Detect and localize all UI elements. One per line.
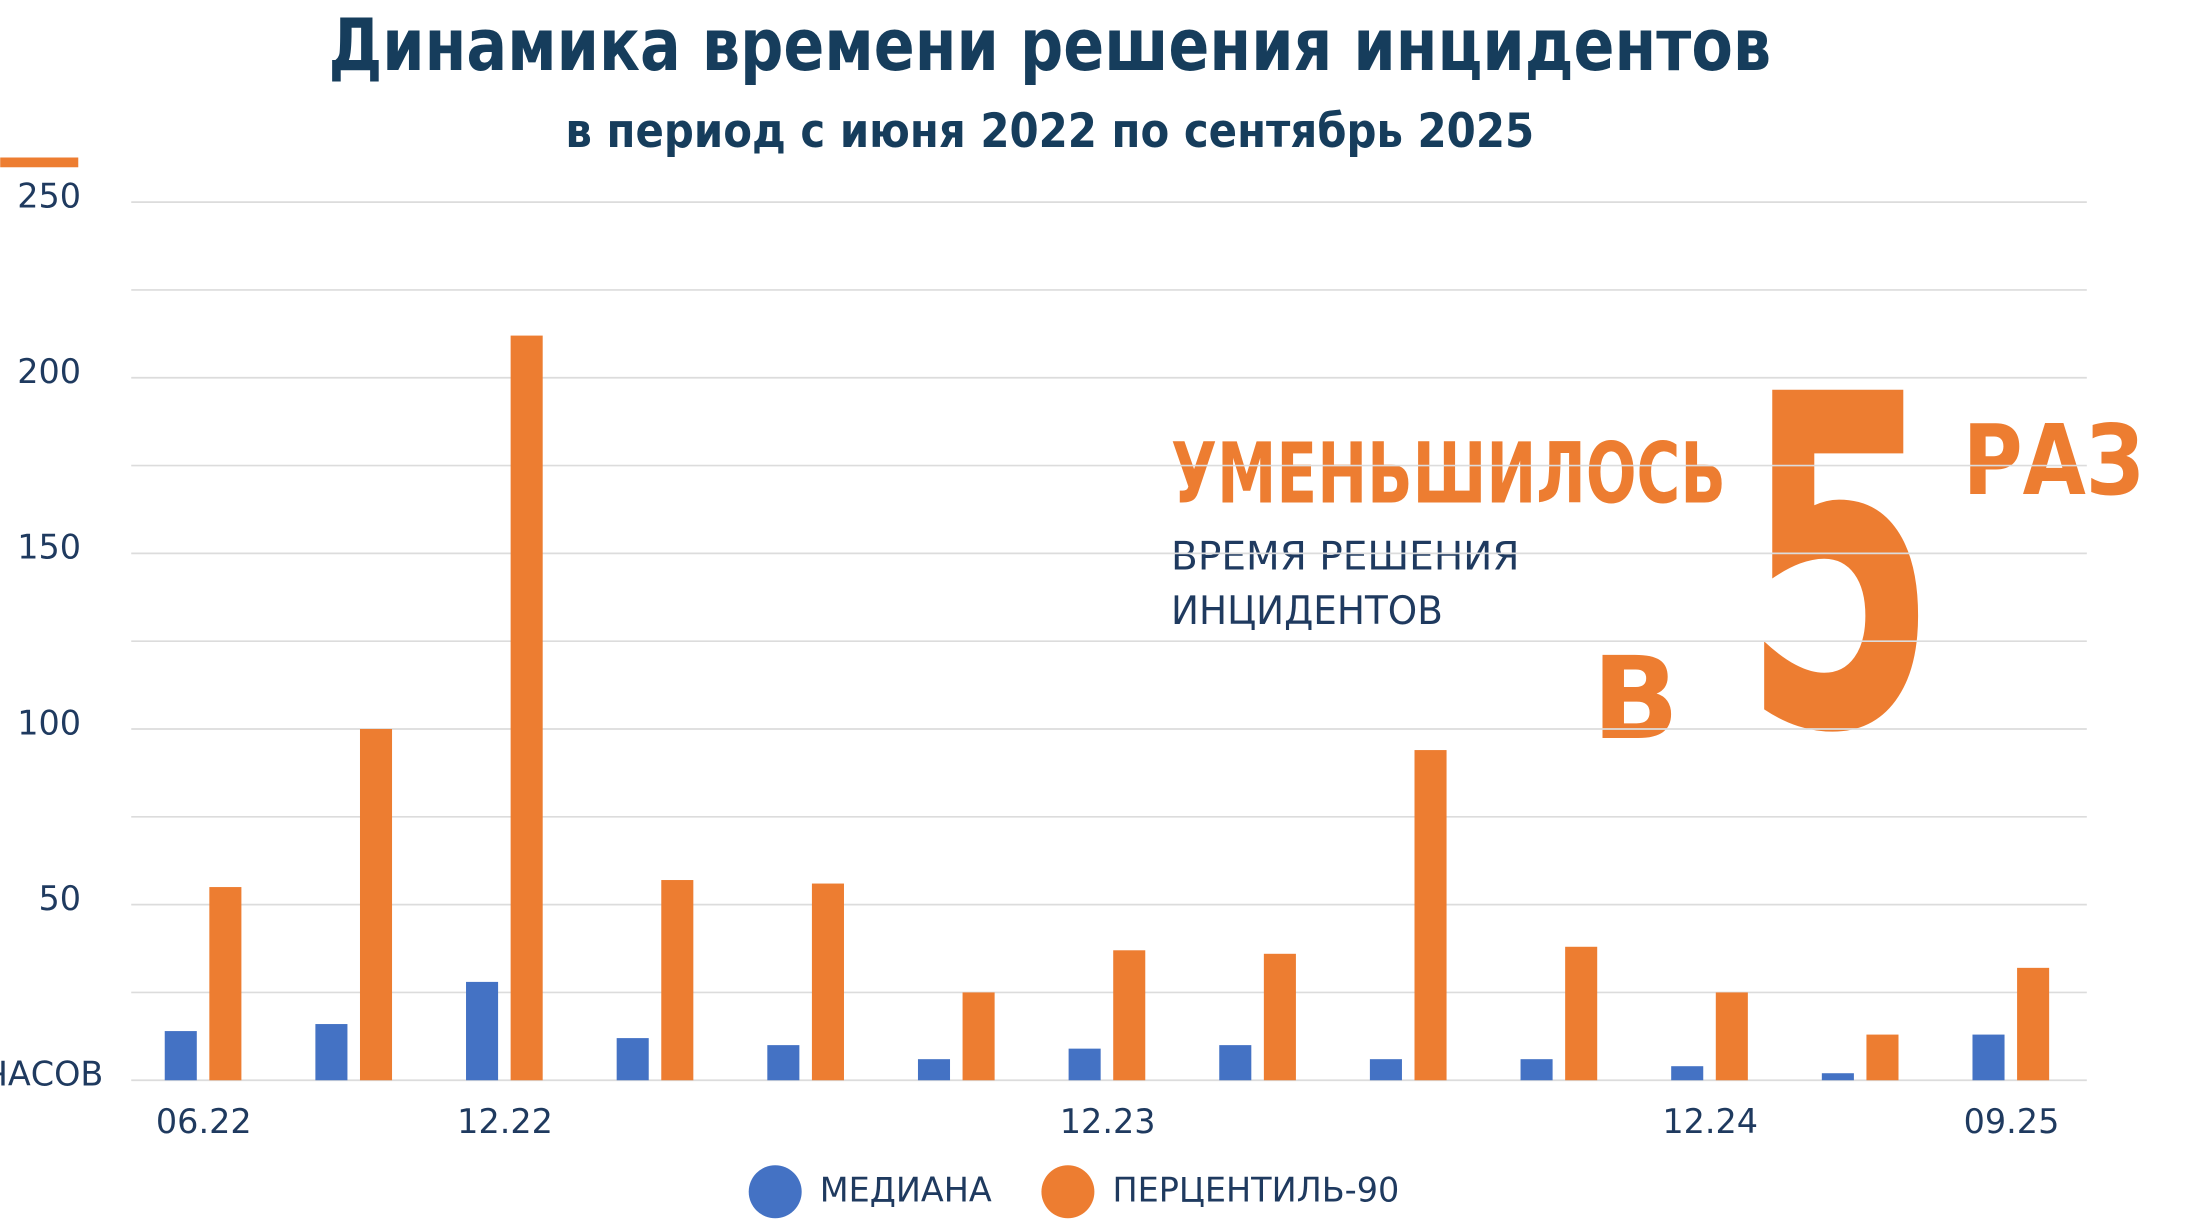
bar xyxy=(1414,750,1447,1081)
annotation-line: ИНЦИДЕНТОВ xyxy=(1171,589,1443,634)
bar xyxy=(1715,992,1748,1081)
x-tick-label: 09.25 xyxy=(1964,1102,2060,1141)
annotation-line: ВРЕМЯ РЕШЕНИЯ xyxy=(1171,534,1519,579)
x-tick-label: 12.23 xyxy=(1060,1102,1156,1141)
legend-label: ПЕРЦЕНТИЛЬ-90 xyxy=(1113,1170,1400,1209)
bar xyxy=(811,883,844,1081)
annotation-number: 5 xyxy=(1743,299,1938,834)
decor-bar xyxy=(0,157,79,168)
y-tick-label: 200 xyxy=(17,352,81,391)
bar xyxy=(164,1031,197,1081)
annotation-headline: УМЕНЬШИЛОСЬ xyxy=(1171,424,1726,522)
bar xyxy=(1369,1059,1402,1081)
bar xyxy=(1113,950,1146,1081)
bar xyxy=(661,880,694,1081)
y-tick-label: 250 xyxy=(17,176,81,215)
bar xyxy=(209,887,242,1081)
legend-swatch xyxy=(1041,1165,1095,1219)
bar xyxy=(1520,1059,1553,1081)
annotation-suffix: РАЗ xyxy=(1963,404,2144,518)
annotation-prefix: В xyxy=(1592,632,1679,765)
bar xyxy=(962,992,995,1081)
bar xyxy=(1068,1048,1101,1081)
y-tick-label: 50 xyxy=(38,879,81,918)
bar xyxy=(1866,1034,1899,1081)
x-tick-label: 06.22 xyxy=(156,1102,252,1141)
legend-label: МЕДИАНА xyxy=(820,1170,992,1209)
legend-swatch xyxy=(748,1165,802,1219)
y-tick-label: ЧАСОВ xyxy=(0,1055,103,1094)
bar xyxy=(616,1038,649,1081)
bar xyxy=(2017,967,2050,1081)
y-tick-label: 100 xyxy=(17,703,81,742)
x-tick-label: 12.22 xyxy=(457,1102,553,1141)
bar xyxy=(1972,1034,2005,1081)
bar xyxy=(1565,946,1598,1081)
x-tick-label: 12.24 xyxy=(1662,1102,1758,1141)
bar xyxy=(315,1024,348,1081)
bar xyxy=(1671,1066,1704,1081)
bar xyxy=(1263,953,1296,1081)
bar xyxy=(767,1045,800,1081)
chart-subtitle: в период с июня 2022 по сентябрь 2025 xyxy=(565,104,1534,159)
chart-title: Динамика времени решения инцидентов xyxy=(328,4,1771,88)
bar xyxy=(510,335,543,1081)
bar xyxy=(359,728,393,1081)
bar xyxy=(917,1059,951,1081)
bar xyxy=(1219,1045,1252,1081)
bar xyxy=(466,981,499,1081)
y-tick-label: 150 xyxy=(17,528,81,567)
bar xyxy=(1821,1073,1854,1081)
